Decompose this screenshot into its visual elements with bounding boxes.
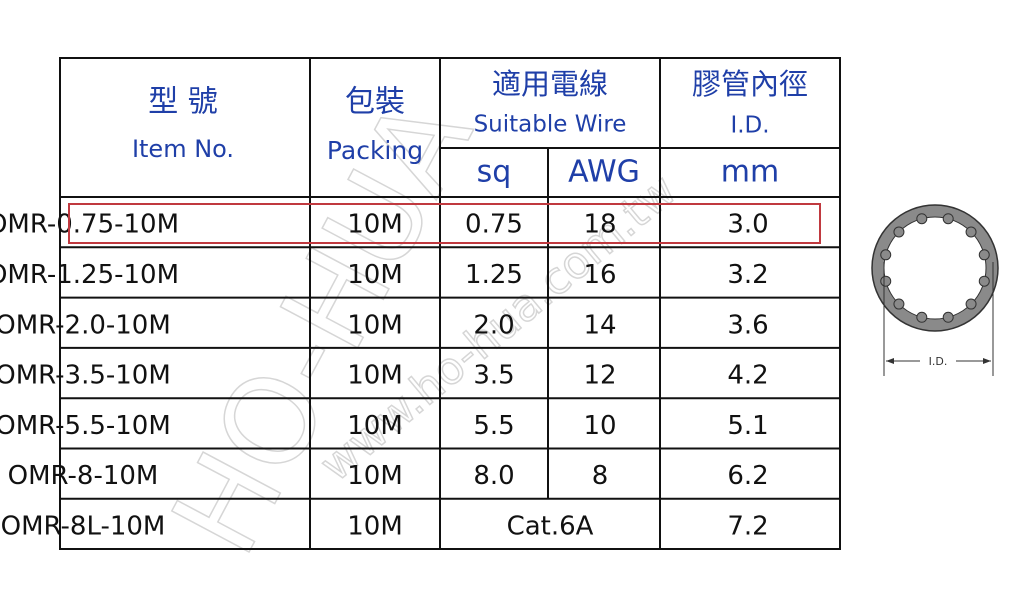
cell-text: OMR-2.0-10M	[0, 310, 171, 340]
notch	[916, 213, 928, 225]
notch	[942, 213, 954, 225]
cell-text: Cat.6A	[507, 511, 594, 541]
cell-text: 8.0	[473, 461, 514, 491]
cell-text: 10M	[347, 411, 403, 441]
cell-text: 3.0	[727, 210, 768, 240]
cell-text: 14	[583, 310, 616, 340]
notch	[965, 298, 977, 310]
cell-text: 3.5	[473, 361, 514, 391]
cell-text: 10M	[347, 361, 403, 391]
header-text: AWG	[568, 155, 640, 190]
cell-text: 8	[592, 461, 609, 491]
cell-text: 1.25	[465, 260, 523, 290]
tube-diagram: I.D.	[871, 204, 999, 376]
notch	[880, 275, 892, 287]
notch	[880, 249, 892, 261]
highlight-box	[68, 203, 821, 244]
table-body: OMR-0.75-10M 10M 0.75 18 3.0 OMR-1.25-10M 10M 1…	[0, 210, 840, 541]
header-text: Item No.	[132, 135, 234, 163]
header-text: I.D.	[730, 113, 769, 139]
table-header: 型 號 Item No. 包裝 Packing 適用電線 Suitable Wi…	[132, 67, 808, 190]
table-border	[59, 57, 841, 550]
cell-text: OMR-1.25-10M	[0, 260, 179, 290]
cell-text: OMR-8L-10M	[1, 511, 166, 541]
cell-text: 7.2	[727, 511, 768, 541]
header-text: sq	[477, 155, 512, 190]
cell-text: 10M	[347, 210, 403, 240]
notch	[978, 249, 990, 261]
header-text: 型 號	[148, 85, 218, 120]
header-text: Packing	[327, 136, 423, 165]
header-text: 膠管內徑	[692, 67, 808, 101]
header-text: mm	[721, 155, 779, 190]
cell-text: 10M	[347, 260, 403, 290]
cell-text: 5.5	[473, 411, 514, 441]
header-text: Suitable Wire	[474, 112, 627, 138]
dim-label: I.D.	[929, 355, 948, 368]
cell-text: 12	[583, 361, 616, 391]
cell-text: 3.2	[727, 260, 768, 290]
cell-text: 16	[583, 260, 616, 290]
cell-text: OMR-5.5-10M	[0, 411, 171, 441]
cell-text: OMR-3.5-10M	[0, 361, 171, 391]
cell-text: 10M	[347, 310, 403, 340]
cell-text: 0.75	[465, 210, 523, 240]
header-text: 適用電線	[492, 67, 608, 101]
cell-text: 18	[583, 210, 616, 240]
table-grid	[59, 57, 841, 550]
cell-text: 2.0	[473, 310, 514, 340]
notch	[893, 298, 905, 310]
cell-text: OMR-0.75-10M	[0, 210, 179, 240]
cell-text: 10	[583, 411, 616, 441]
tube-notches	[880, 213, 990, 323]
notch	[965, 226, 977, 238]
notch	[916, 311, 928, 323]
notch	[893, 226, 905, 238]
cell-text: 5.1	[727, 411, 768, 441]
cell-text: 3.6	[727, 310, 768, 340]
cell-text: 6.2	[727, 461, 768, 491]
cell-text: OMR-8-10M	[8, 461, 159, 491]
cell-text: 10M	[347, 511, 403, 541]
notch	[942, 311, 954, 323]
notch	[978, 275, 990, 287]
cell-text: 10M	[347, 461, 403, 491]
cell-text: 4.2	[727, 361, 768, 391]
header-text: 包裝	[345, 85, 405, 120]
